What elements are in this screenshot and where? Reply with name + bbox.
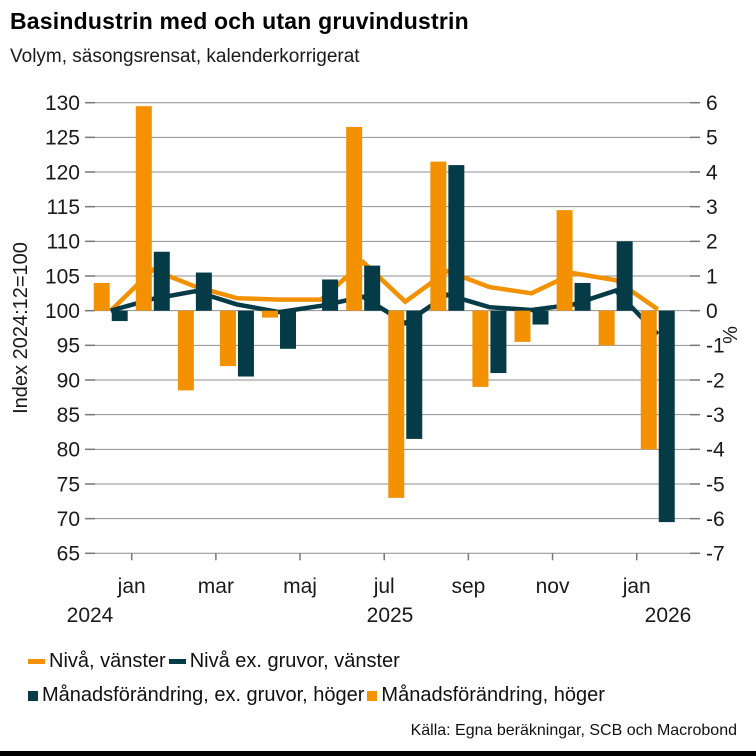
x-axis-year-label: 2026 — [645, 604, 692, 627]
x-axis-month-label: jan — [622, 575, 651, 598]
change-bar-teal — [658, 310, 675, 523]
change-bar-teal — [532, 310, 549, 325]
right-axis-tick-label: -7 — [706, 543, 725, 566]
change-bar-orange — [556, 210, 573, 311]
legend-row-lines: Nivå, vänster Nivå ex. gruvor, vänster — [28, 650, 748, 673]
left-axis-tick-label: 80 — [57, 439, 80, 462]
legend-label: Nivå, vänster — [49, 650, 166, 672]
change-bar-orange — [388, 310, 405, 498]
chart-subtitle: Volym, säsongsrensat, kalenderkorrigerat — [10, 46, 360, 67]
x-axis-month-label: nov — [536, 575, 570, 598]
legend-item-manadsforandring-ex-gruvor: Månadsförändring, ex. gruvor, höger — [28, 684, 364, 707]
x-axis-month-label: jul — [373, 575, 395, 598]
x-axis-year-label: 2025 — [367, 604, 414, 627]
change-bar-teal — [364, 265, 381, 311]
right-axis-tick-label: -6 — [706, 508, 725, 531]
left-axis-tick-label: 70 — [57, 508, 80, 531]
x-axis-month-label: sep — [451, 575, 485, 598]
source-note: Källa: Egna beräkningar, SCB och Macrobo… — [410, 722, 737, 739]
change-bar-orange — [472, 310, 489, 387]
change-bar-teal — [574, 282, 591, 311]
orange-square-marker-icon — [367, 690, 378, 701]
legend-item-manadsforandring: Månadsförändring, höger — [367, 684, 605, 707]
teal-square-marker-icon — [28, 690, 38, 701]
change-bar-teal — [237, 310, 254, 377]
x-axis-month-label: mar — [198, 575, 234, 598]
legend-row-bars: Månadsförändring, ex. gruvor, höger Måna… — [28, 684, 748, 707]
left-axis-tick-label: 90 — [57, 369, 80, 392]
legend-label: Månadsförändring, höger — [381, 684, 605, 706]
right-axis-tick-label: -5 — [706, 473, 725, 496]
change-bar-orange — [346, 126, 363, 311]
x-axis-month-label: maj — [283, 575, 317, 598]
right-axis-tick-label: -4 — [706, 439, 725, 462]
change-bar-teal — [153, 251, 170, 311]
left-axis-tick-label: 120 — [45, 161, 80, 184]
change-bar-teal — [406, 310, 423, 439]
right-axis-tick-label: 3 — [706, 196, 718, 219]
left-axis-tick-label: 75 — [57, 473, 80, 496]
left-axis-tick-label: 85 — [57, 404, 80, 427]
change-bar-orange — [219, 310, 236, 367]
x-axis-month-label: jan — [117, 575, 146, 598]
x-axis-year-label: 2024 — [67, 604, 114, 627]
legend-item-niva: Nivå, vänster — [28, 650, 166, 673]
change-bar-teal — [322, 279, 339, 311]
left-axis-tick-label: 95 — [57, 335, 80, 358]
bottom-border — [0, 751, 756, 756]
legend-label: Nivå ex. gruvor, vänster — [189, 650, 400, 672]
legend: Nivå, vänster Nivå ex. gruvor, vänster M… — [28, 650, 748, 718]
left-axis-tick-label: 100 — [45, 300, 80, 323]
right-axis-tick-label: -3 — [706, 404, 725, 427]
left-axis-tick-label: 125 — [45, 127, 80, 150]
right-axis-tick-label: 0 — [706, 300, 718, 323]
left-axis-tick-label: 105 — [45, 265, 80, 288]
change-bar-teal — [448, 165, 465, 311]
change-bar-orange — [640, 310, 657, 450]
change-bar-teal — [616, 241, 633, 311]
right-axis-tick-label: 1 — [706, 265, 718, 288]
change-bar-orange — [135, 106, 152, 311]
change-bar-orange — [93, 282, 110, 311]
left-axis-tick-label: 130 — [45, 92, 80, 115]
right-axis-tick-label: 6 — [706, 92, 718, 115]
change-bar-teal — [111, 310, 128, 322]
legend-label: Månadsförändring, ex. gruvor, höger — [42, 684, 365, 706]
right-axis-tick-label: 4 — [706, 161, 718, 184]
change-bar-orange — [177, 310, 194, 391]
legend-item-niva-ex-gruvor: Nivå ex. gruvor, vänster — [168, 650, 400, 673]
change-bar-orange — [430, 161, 447, 311]
right-axis-tick-label: -2 — [706, 369, 725, 392]
left-axis-title: Index 2024:12=100 — [10, 242, 32, 414]
page-title: Basindustrin med och utan gruvindustrin — [10, 8, 469, 34]
left-axis-tick-label: 110 — [47, 231, 80, 254]
right-axis-tick-label: 5 — [706, 127, 718, 150]
left-axis-tick-label: 115 — [47, 196, 80, 219]
change-bar-orange — [262, 310, 279, 318]
change-bar-teal — [490, 310, 507, 374]
change-bar-orange — [598, 310, 615, 346]
teal-line-marker-icon — [168, 659, 186, 664]
change-bar-orange — [514, 310, 531, 342]
change-bar-teal — [280, 310, 297, 349]
change-bar-teal — [195, 272, 212, 311]
right-axis-tick-label: -1 — [706, 335, 725, 358]
left-axis-tick-label: 65 — [57, 543, 80, 566]
right-axis-title: % — [720, 326, 742, 344]
right-axis-tick-label: 2 — [706, 231, 718, 254]
orange-line-marker-icon — [28, 659, 45, 664]
